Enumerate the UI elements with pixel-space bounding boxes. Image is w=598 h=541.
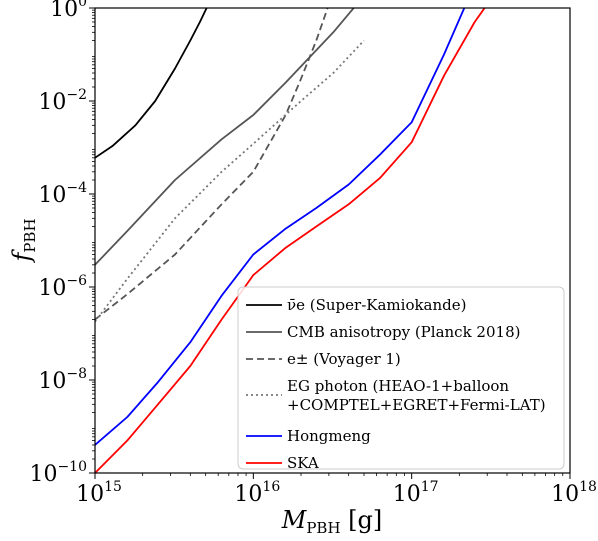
x-tick-label-2: 1017	[393, 479, 439, 507]
series-line-4	[95, 8, 466, 446]
x-tick-label-3: 1018	[551, 479, 597, 507]
y-tick-label-2: 10−6	[38, 273, 87, 301]
series-layer	[95, 8, 486, 473]
series-line-5	[95, 8, 486, 473]
legend-label-3-line-1: +COMPTEL+EGRET+Fermi-LAT)	[287, 396, 546, 414]
legend-label-1: CMB anisotropy (Planck 2018)	[287, 323, 520, 341]
legend-label-3-line-0: EG photon (HEAO-1+balloon	[287, 377, 509, 395]
legend-label-4: Hongmeng	[287, 427, 371, 445]
y-tick-label-1: 10−8	[38, 366, 87, 394]
series-line-3	[95, 39, 365, 323]
y-tick-label-3: 10−4	[38, 180, 87, 208]
legend-label-5: SKA	[287, 454, 319, 472]
x-tick-label-1: 1016	[234, 479, 280, 507]
series-line-2	[95, 8, 329, 321]
legend: ν̄e (Super-Kamiokande) CMB anisotropy (Pl…	[237, 286, 565, 472]
legend-label-0: ν̄e (Super-Kamiokande)	[287, 296, 467, 314]
y-tick-label-0: 10−10	[29, 459, 87, 487]
plot-frame	[94, 7, 571, 474]
y-axis-label: fPBH	[8, 218, 39, 263]
series-line-1	[95, 8, 355, 266]
x-axis-label: MPBH [g]	[281, 506, 383, 537]
legend-label-2: e± (Voyager 1)	[287, 350, 401, 368]
ticks-layer: 1015 1016 1017 1018 10−10 10−8 10−6 10−4 10−2 100	[29, 0, 596, 507]
legend-frame	[237, 286, 565, 470]
y-tick-label-4: 10−2	[38, 87, 87, 115]
series-line-0	[95, 8, 208, 159]
x-tick-label-0: 1015	[76, 479, 122, 507]
y-tick-label-5: 100	[50, 0, 87, 22]
